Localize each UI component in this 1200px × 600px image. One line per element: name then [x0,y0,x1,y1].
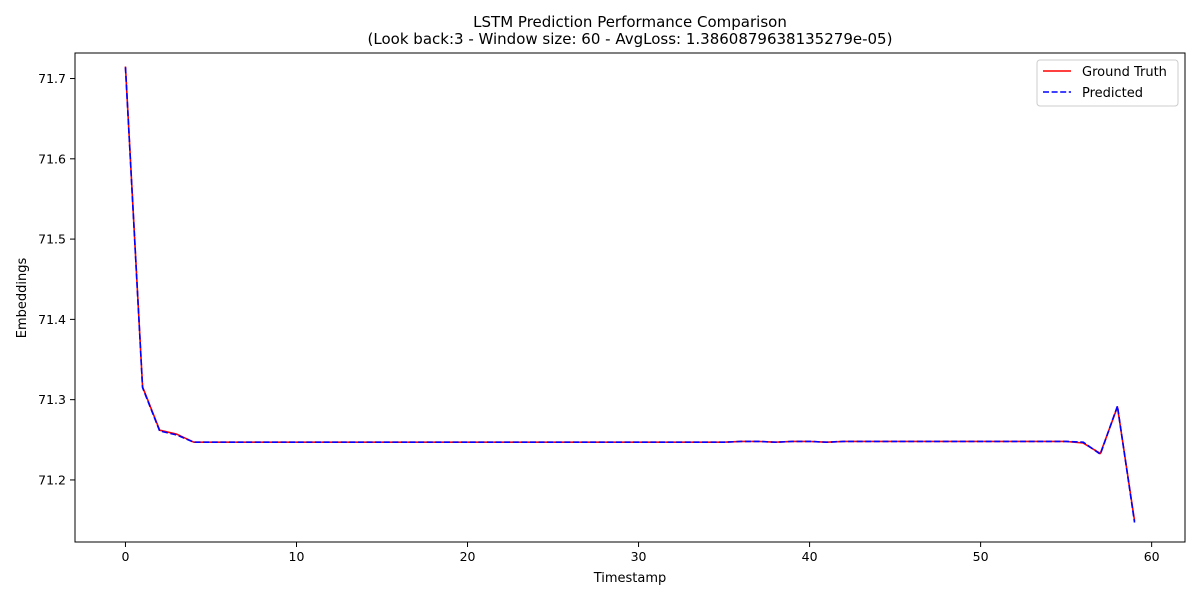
plot-frame [74,52,1186,543]
x-tick-label: 30 [631,549,647,564]
x-tick-label: 50 [973,549,989,564]
legend-label-ground-truth: Ground Truth [1082,65,1167,80]
y-tick-label: 71.3 [38,392,66,407]
y-axis-label: Embeddings [15,258,30,339]
series-line-predicted [124,67,1136,523]
x-axis-label: Timestamp [593,571,667,586]
y-axis-ticks: 71.2 71.3 71.4 71.5 71.6 71.7 [38,71,75,487]
x-tick-label: 60 [1144,549,1160,564]
y-tick-label: 71.6 [38,151,66,166]
legend-label-predicted: Predicted [1082,86,1143,101]
series-line-ground-truth [124,66,1136,522]
x-axis-ticks: 0 10 20 30 40 50 60 [121,542,1160,564]
x-tick-label: 0 [121,549,129,564]
x-tick-label: 10 [289,549,305,564]
legend: Ground Truth Predicted [1036,59,1179,107]
y-tick-label: 71.2 [38,472,66,487]
x-tick-label: 40 [802,549,818,564]
legend-box [1036,59,1179,107]
plot-area [124,66,1136,523]
x-tick-label: 20 [460,549,476,564]
y-tick-label: 71.4 [38,312,66,327]
y-tick-label: 71.7 [38,71,66,86]
y-tick-label: 71.5 [38,232,66,247]
chart-title: LSTM Prediction Performance Comparison [473,13,787,31]
chart-subtitle: (Look back:3 - Window size: 60 - AvgLoss… [368,30,893,48]
